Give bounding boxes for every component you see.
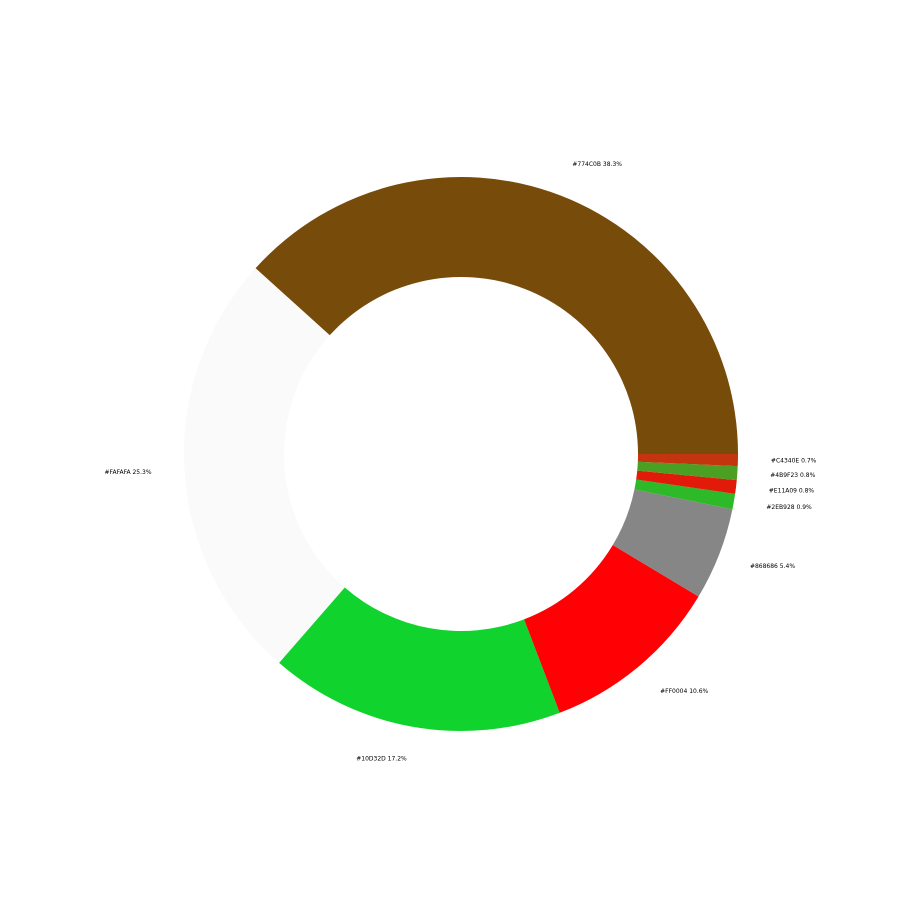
donut-slice-0 (255, 177, 738, 454)
slice-label-7: #4B9F23 0.8% (770, 472, 815, 479)
slice-label-8: #C4340E 0.7% (771, 457, 817, 464)
donut-slice-8 (637, 454, 738, 467)
slice-label-4: #868686 5.4% (750, 563, 795, 570)
labels-layer: #774C0B 38.3% #FAFAFA 25.3% #10D32D 17.2% #… (105, 161, 817, 763)
donut-slice-7 (637, 461, 738, 481)
slice-label-3: #FF0004 10.6% (660, 688, 708, 695)
donut-slice-2 (279, 587, 560, 731)
slice-label-1: #FAFAFA 25.3% (105, 469, 152, 476)
donut-slice-1 (183, 268, 345, 663)
slice-label-2: #10D32D 17.2% (356, 756, 407, 763)
slice-label-0: #774C0B 38.3% (572, 161, 622, 168)
slice-label-5: #2EB928 0.9% (766, 504, 812, 511)
donut-slice-6 (636, 470, 737, 494)
donut-slice-4 (612, 489, 733, 597)
slice-label-6: #E11A09 0.8% (769, 487, 815, 494)
donut-slice-3 (524, 545, 699, 713)
slices-layer (183, 177, 738, 731)
donut-slice-5 (634, 479, 736, 510)
